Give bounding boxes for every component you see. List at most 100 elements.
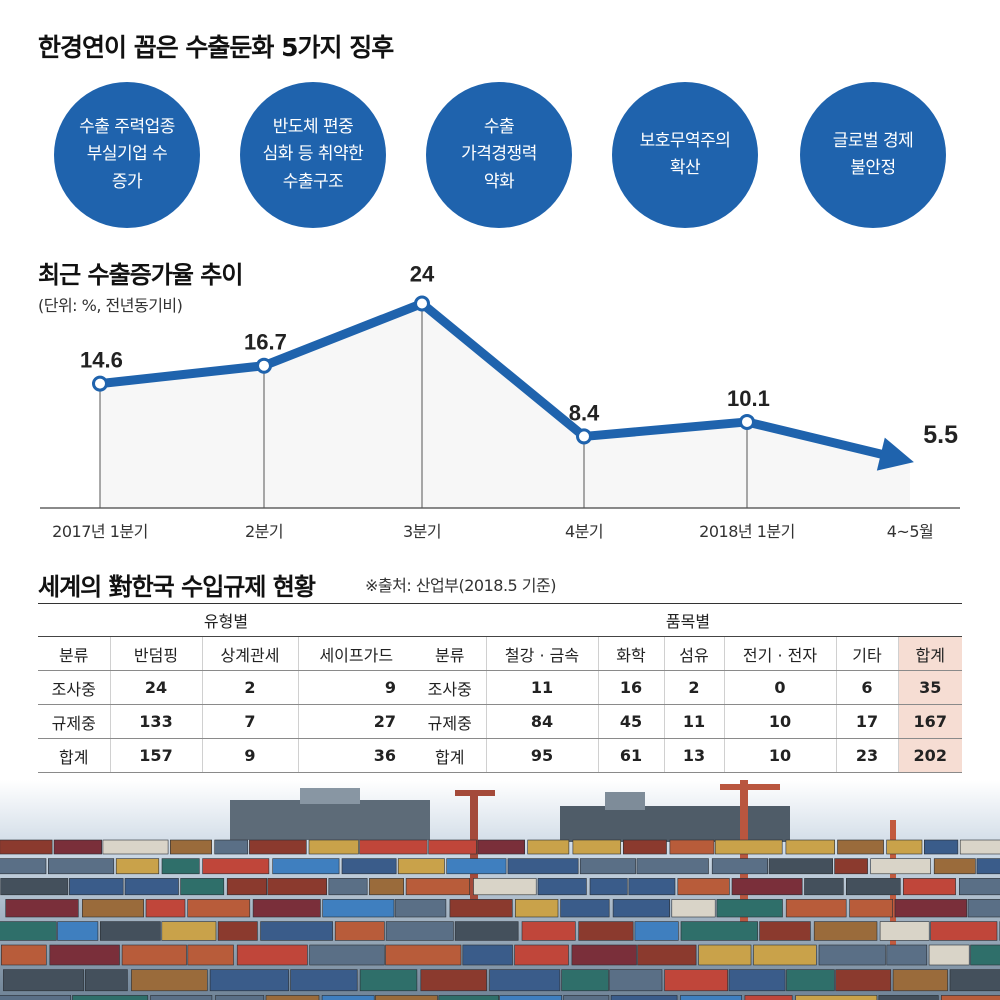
column-header: 섬유 [663, 636, 724, 671]
shipping-container [589, 878, 628, 896]
shipping-container [958, 878, 1000, 896]
shipping-container [902, 878, 956, 896]
shipping-container [385, 921, 454, 941]
export-growth-chart: 14.6 16.7 24 8.4 10.1 5.5 2017년 1분기 2분기 3분기 4분기 20… [40, 262, 960, 541]
column-header: 철강 · 금속 [485, 636, 598, 671]
shipping-container [578, 921, 634, 941]
shipping-container [795, 995, 878, 1000]
shipping-container [563, 995, 610, 1000]
shipping-container [102, 839, 169, 855]
data-point [739, 413, 755, 430]
shipping-container [637, 944, 697, 966]
shipping-container [818, 944, 886, 966]
headline: 한경연이 꼽은 수출둔화 5가지 징후 [38, 33, 394, 62]
table-row: 규제중 133 7 27 규제중 84 45 11 10 17 167 [38, 704, 962, 739]
shipping-container [537, 878, 587, 896]
shipping-container [768, 858, 834, 875]
shipping-container [507, 858, 579, 875]
shipping-container [214, 839, 249, 855]
x-tick-label: 2018년 1분기 [699, 522, 795, 541]
sign-label: 보호무역주의 확산 [639, 130, 731, 178]
table-cell: 2 [201, 670, 298, 705]
shipping-container [187, 899, 251, 918]
data-point [92, 375, 108, 392]
shipping-container [870, 858, 931, 875]
shipping-container [949, 969, 1000, 992]
shipping-container [473, 878, 537, 896]
table-cell: 16 [597, 670, 664, 705]
shipping-container [959, 839, 1000, 855]
sign-circle: 보호무역주의 확산 [612, 82, 758, 228]
shipping-container [53, 839, 103, 855]
shipping-container [923, 839, 959, 855]
x-tick-label: 2분기 [245, 522, 283, 541]
shipping-container [161, 921, 217, 941]
column-header: 분류 [38, 636, 110, 671]
shipping-container [150, 995, 213, 1000]
shipping-container [759, 921, 811, 941]
shipping-container [634, 921, 679, 941]
column-header: 반덤핑 [109, 636, 202, 671]
row-label: 조사중 [38, 670, 110, 705]
shipping-container [785, 899, 847, 918]
data-point [414, 295, 430, 312]
series-line [99, 299, 886, 460]
shipping-container [514, 899, 559, 918]
shipping-container [438, 995, 499, 1000]
table-cell: 61 [597, 738, 664, 773]
shipping-container [47, 858, 115, 875]
data-label: 16.7 [244, 330, 287, 355]
shipping-container [428, 839, 477, 855]
shipping-container [892, 969, 948, 992]
shipping-container [499, 995, 563, 1000]
table-cell: 27 [297, 704, 414, 739]
shipping-container [698, 944, 752, 966]
shipping-container [834, 858, 868, 875]
table-cell: 0 [723, 670, 836, 705]
shipping-container [334, 921, 385, 941]
shipping-container [309, 944, 385, 966]
shipping-container [731, 878, 803, 896]
row-label: 규제중 [414, 704, 486, 739]
shipping-container [115, 858, 160, 875]
table-cell: 10 [723, 738, 836, 773]
shipping-container [249, 839, 307, 855]
shipping-container [571, 944, 637, 966]
shipping-container [477, 839, 525, 855]
table-cell: 35 [897, 670, 962, 705]
shipping-container [785, 839, 836, 855]
row-label: 합계 [414, 738, 486, 773]
group-type-header: 유형별 [38, 603, 414, 637]
shipping-container [446, 858, 507, 875]
row-label: 규제중 [38, 704, 110, 739]
shipping-container [375, 995, 438, 1000]
shipping-container [835, 969, 892, 992]
table-cell: 10 [723, 704, 836, 739]
row-label: 합계 [38, 738, 110, 773]
table-cell: 133 [109, 704, 202, 739]
shipping-container [970, 944, 1000, 966]
shipping-container [322, 899, 395, 918]
table-cell: 9 [201, 738, 298, 773]
shipping-container [845, 878, 901, 896]
shipping-container [680, 995, 743, 1000]
table-source: ※출처: 산업부(2018.5 기준) [365, 576, 556, 595]
shipping-container [813, 921, 878, 941]
x-tick-label: 3분기 [403, 522, 441, 541]
import-regulation-table: 유형별 품목별 분류 반덤핑 상계관세 세이프가드 분류 철강 · 금속 화학 섬유 전기 · … [38, 603, 962, 773]
shipping-container [209, 969, 289, 992]
shipping-container [131, 969, 208, 992]
shipping-container [489, 969, 561, 992]
shipping-container [72, 995, 149, 1000]
shipping-container [252, 899, 321, 918]
table-cell: 84 [485, 704, 598, 739]
sign-label: 반도체 편중 심화 등 취약한 수출구조 [262, 117, 364, 192]
data-point [256, 357, 272, 374]
column-header: 분류 [414, 636, 486, 671]
data-label: 10.1 [727, 386, 770, 411]
shipping-container [753, 944, 817, 966]
column-header: 상계관세 [201, 636, 298, 671]
shipping-container [161, 858, 200, 875]
shipping-container [628, 878, 676, 896]
shipping-container [215, 995, 265, 1000]
